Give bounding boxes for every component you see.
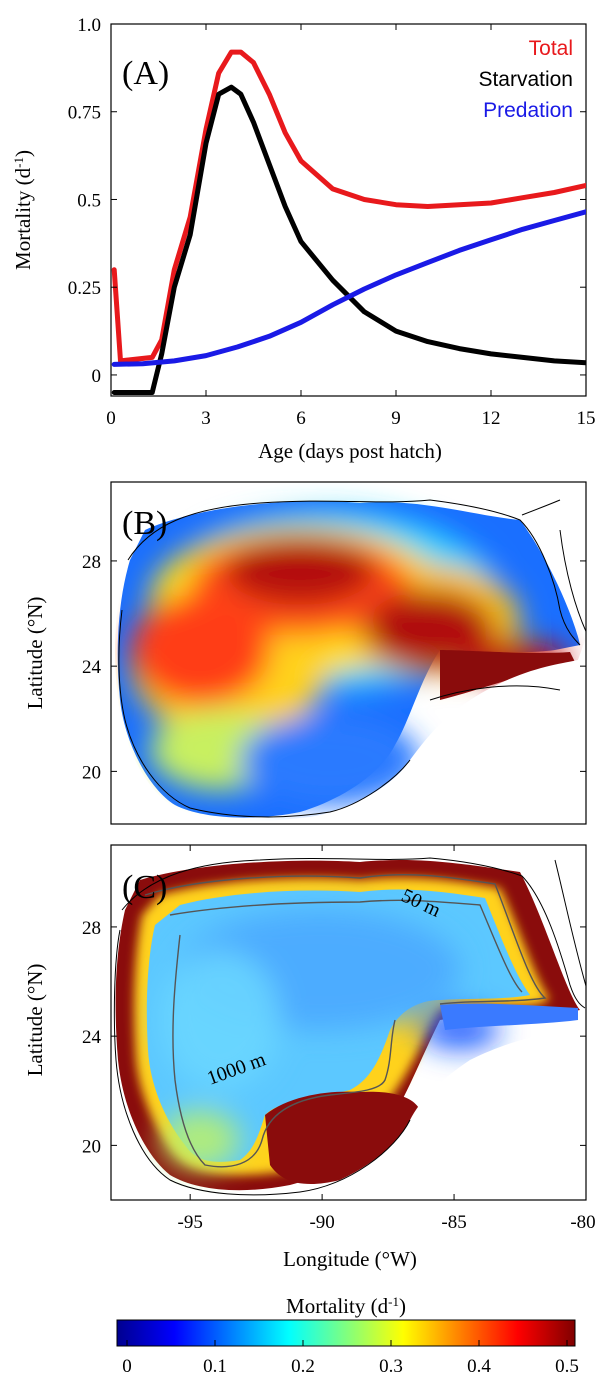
series-line-predation bbox=[111, 209, 586, 367]
panel-c-contour-mid bbox=[169, 899, 523, 993]
colorbar-label: Mortality (d-1) bbox=[286, 1294, 406, 1319]
panel-a-xtick-label: 6 bbox=[296, 408, 306, 429]
panel-c-xlabel: Longitude (°W) bbox=[283, 1247, 417, 1271]
panel-c-contour-1000m bbox=[172, 934, 396, 1168]
legend-predation: Predation bbox=[483, 99, 573, 122]
panel-b-land-mask bbox=[111, 482, 586, 824]
panel-a-xtick-label: 9 bbox=[391, 408, 401, 429]
panel-c-map bbox=[111, 845, 586, 1200]
panel-c-ytick-label: 28 bbox=[82, 918, 101, 939]
panel-c-xtick-label: -95 bbox=[178, 1212, 203, 1233]
colorbar-gradient bbox=[116, 1319, 576, 1347]
panel-b-ticks: 20 24 28 bbox=[82, 552, 586, 783]
colorbar-tick-label: 0 bbox=[122, 1356, 132, 1377]
panel-a-ylabel: Mortality (d-1) bbox=[11, 150, 36, 270]
panel-b-ytick-label: 20 bbox=[82, 762, 101, 783]
panel-c-yucatan-shelf bbox=[265, 1091, 420, 1185]
panel-a: 0 3 6 9 12 15 0 0.25 0.5 0.75 1.0 (A) Total Starva… bbox=[11, 15, 596, 463]
panel-a-ticks: 0 3 6 9 12 15 0 0.25 0.5 0.75 1.0 bbox=[68, 15, 596, 429]
series-line-starvation bbox=[111, 84, 586, 395]
panel-c-xtick-label: -80 bbox=[570, 1212, 595, 1233]
panel-c-land-mask bbox=[111, 845, 586, 1200]
panel-b-coastline-detail bbox=[429, 499, 561, 701]
colorbar: Mortality (d-1) 0 0.1 0.2 0.3 0.4 0.5 bbox=[116, 1294, 579, 1377]
panel-c-coastline bbox=[113, 857, 586, 1196]
panel-c-xtick-label: -90 bbox=[309, 1212, 334, 1233]
panel-b-label: (B) bbox=[122, 505, 167, 542]
panel-c-ytick-label: 20 bbox=[82, 1136, 101, 1157]
panel-a-xlabel: Age (days post hatch) bbox=[258, 439, 442, 463]
panel-b-ylabel: Latitude (°N) bbox=[23, 597, 47, 710]
panel-b-frame bbox=[110, 481, 587, 825]
panel-b: 20 24 28 (B) Latitude (°N) bbox=[23, 481, 587, 825]
legend-total: Total bbox=[529, 37, 573, 60]
panel-c-frame bbox=[110, 844, 587, 1201]
panel-a-xtick-label: 0 bbox=[106, 408, 116, 429]
series-line-total bbox=[111, 49, 586, 364]
panel-c-florida-strait bbox=[440, 1003, 578, 1030]
panel-a-label: (A) bbox=[122, 55, 169, 92]
panel-b-ytick-label: 24 bbox=[82, 657, 102, 678]
panel-a-ytick-label: 1.0 bbox=[77, 15, 101, 36]
colorbar-tick-label: 0.3 bbox=[379, 1356, 403, 1377]
panel-a-xtick-label: 12 bbox=[482, 408, 501, 429]
panel-c-contour-50m bbox=[144, 873, 547, 1005]
panel-a-xtick-label: 3 bbox=[201, 408, 211, 429]
colorbar-tick-label: 0.4 bbox=[467, 1356, 491, 1377]
panel-a-ytick-label: 0.75 bbox=[68, 103, 101, 124]
panel-b-ytick-label: 28 bbox=[82, 552, 101, 573]
colorbar-ticks: 0 0.1 0.2 0.3 0.4 0.5 bbox=[122, 1340, 579, 1377]
panel-b-map bbox=[111, 482, 586, 824]
colorbar-tick-label: 0.5 bbox=[555, 1356, 579, 1377]
panel-c-ytick-label: 24 bbox=[82, 1027, 102, 1048]
panel-a-series-layer bbox=[111, 49, 586, 395]
panel-b-florida-strait bbox=[440, 650, 575, 700]
panel-a-ytick-label: 0.25 bbox=[68, 278, 101, 299]
panel-c-xtick-label: -85 bbox=[441, 1212, 466, 1233]
panel-c-label: (C) bbox=[122, 869, 167, 906]
panel-c-mortality-field bbox=[160, 910, 500, 1170]
panel-a-xtick-label: 15 bbox=[577, 408, 596, 429]
legend-starvation: Starvation bbox=[478, 68, 573, 91]
colorbar-tick-label: 0.2 bbox=[291, 1356, 315, 1377]
panel-a-ytick-label: 0 bbox=[92, 366, 102, 387]
panel-c-ylabel: Latitude (°N) bbox=[23, 964, 47, 1077]
panel-a-ytick-label: 0.5 bbox=[77, 190, 101, 211]
panel-c-ticks: 20 24 28 -95 -90 -85 -80 bbox=[82, 845, 596, 1233]
colorbar-tick-label: 0.1 bbox=[203, 1356, 227, 1377]
